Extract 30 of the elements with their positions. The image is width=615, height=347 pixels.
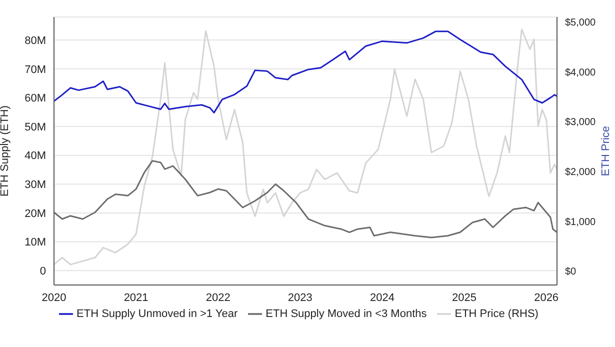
y2-tick-label: $3,000 bbox=[565, 117, 596, 128]
x-tick-label: 2022 bbox=[206, 292, 230, 304]
legend-label: ETH Supply Unmoved in >1 Year bbox=[76, 308, 238, 320]
x-tick-label: 2024 bbox=[370, 292, 394, 304]
y-tick-label: 0 bbox=[40, 265, 46, 278]
y2-tick-label: $2,000 bbox=[565, 166, 596, 178]
y2-tick-label: $1,000 bbox=[565, 216, 596, 228]
y-tick-label: 60M bbox=[24, 92, 46, 105]
y2-tick-label: $5,000 bbox=[565, 18, 596, 29]
y-tick-label: 10M bbox=[24, 236, 46, 249]
y-tick-label: 50M bbox=[24, 121, 46, 134]
y2-axis-title: ETH Price bbox=[600, 126, 612, 176]
y-tick-label: 80M bbox=[24, 34, 46, 47]
x-tick-label: 2023 bbox=[288, 292, 312, 304]
legend-label: ETH Supply Moved in <3 Months bbox=[266, 308, 427, 320]
line-series bbox=[54, 30, 557, 114]
x-tick-label: 2025 bbox=[452, 292, 477, 304]
y-tick-label: 30M bbox=[24, 179, 46, 192]
y-tick-label: 70M bbox=[24, 64, 46, 76]
y-axis-title: ETH Supply (ETH) bbox=[0, 105, 11, 197]
line-series bbox=[54, 28, 557, 266]
legend-label: ETH Price (RHS) bbox=[454, 308, 538, 320]
y-tick-label: 40M bbox=[24, 150, 46, 162]
y2-tick-label: $0 bbox=[565, 266, 577, 278]
y2-tick-label: $4,000 bbox=[565, 67, 596, 78]
x-tick-label: 2020 bbox=[42, 292, 66, 304]
x-tick-label: 2021 bbox=[124, 292, 148, 304]
y-tick-label: 20M bbox=[24, 208, 46, 220]
line-series bbox=[54, 160, 557, 238]
x-tick-label: 2026 bbox=[534, 292, 559, 304]
